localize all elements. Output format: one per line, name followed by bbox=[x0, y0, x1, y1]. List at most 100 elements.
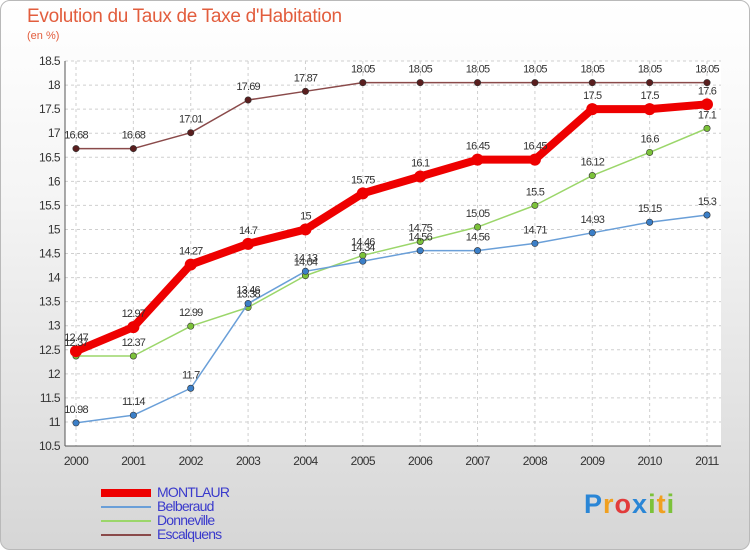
data-point-donneville bbox=[646, 148, 654, 156]
data-point-donneville bbox=[187, 322, 195, 330]
x-tick-label: 2006 bbox=[408, 454, 433, 468]
legend-swatch-escalquens bbox=[101, 534, 151, 536]
logo-letter-o: o bbox=[614, 489, 633, 519]
data-label-belberaud: 15.3 bbox=[698, 196, 717, 208]
logo-letter-i: i bbox=[648, 489, 657, 519]
data-point-montlaur bbox=[586, 103, 599, 116]
data-point-belberaud bbox=[416, 247, 424, 255]
data-point-montlaur bbox=[528, 153, 541, 166]
data-label-donneville: 16.6 bbox=[641, 133, 660, 145]
legend-swatch-montlaur bbox=[101, 489, 151, 497]
data-point-montlaur bbox=[184, 258, 197, 271]
data-point-escalquens bbox=[703, 79, 711, 87]
data-point-montlaur bbox=[643, 103, 656, 116]
data-label-montlaur: 12.97 bbox=[122, 308, 146, 320]
data-label-montlaur: 15.75 bbox=[351, 174, 375, 186]
data-label-belberaud: 14.34 bbox=[351, 242, 375, 254]
data-point-belberaud bbox=[588, 229, 596, 237]
data-point-belberaud bbox=[703, 211, 711, 219]
data-label-montlaur: 17.6 bbox=[698, 85, 717, 97]
legend-label-belberaud: Belberaud bbox=[157, 498, 214, 514]
logo-letter-p: P bbox=[584, 489, 604, 519]
legend-label-escalquens: Escalquens bbox=[157, 526, 222, 542]
data-label-escalquens: 18.05 bbox=[351, 64, 375, 76]
y-tick-label: 12.5 bbox=[39, 343, 61, 357]
data-label-montlaur: 12.47 bbox=[64, 332, 88, 344]
data-point-montlaur bbox=[356, 187, 369, 200]
legend-swatch-belberaud bbox=[101, 506, 151, 508]
series-line-donneville bbox=[75, 127, 708, 357]
data-point-belberaud bbox=[301, 267, 309, 275]
data-point-donneville bbox=[416, 237, 424, 245]
y-tick-label: 16 bbox=[48, 174, 61, 188]
series-line-belberaud bbox=[75, 214, 708, 424]
data-point-donneville bbox=[531, 201, 539, 209]
data-label-donneville: 14.46 bbox=[351, 236, 375, 248]
data-point-belberaud bbox=[72, 419, 80, 427]
y-tick-label: 11.5 bbox=[40, 391, 61, 405]
data-label-montlaur: 17.5 bbox=[583, 90, 602, 102]
x-tick-label: 2009 bbox=[580, 454, 605, 468]
y-tick-label: 10.5 bbox=[39, 439, 61, 453]
x-tick-label: 2004 bbox=[293, 454, 318, 468]
data-point-escalquens bbox=[531, 79, 539, 87]
data-label-escalquens: 18.05 bbox=[581, 64, 605, 76]
y-tick-label: 15 bbox=[48, 222, 61, 236]
data-label-donneville: 12.99 bbox=[179, 307, 203, 319]
data-label-montlaur: 15 bbox=[300, 210, 311, 222]
data-label-belberaud: 14.93 bbox=[581, 214, 605, 226]
data-label-donneville: 12.37 bbox=[122, 337, 146, 349]
x-tick-label: 2011 bbox=[695, 454, 719, 468]
data-point-montlaur bbox=[127, 321, 140, 334]
data-point-montlaur bbox=[242, 237, 255, 250]
data-label-escalquens: 18.05 bbox=[408, 64, 432, 76]
data-label-belberaud: 10.98 bbox=[64, 404, 88, 416]
data-label-escalquens: 18.05 bbox=[466, 64, 490, 76]
data-point-belberaud bbox=[187, 384, 195, 392]
data-label-escalquens: 17.69 bbox=[236, 81, 260, 93]
data-label-montlaur: 16.1 bbox=[411, 158, 430, 170]
data-label-belberaud: 14.13 bbox=[294, 252, 318, 264]
data-label-donneville: 12.37 bbox=[64, 337, 88, 349]
data-point-escalquens bbox=[244, 96, 252, 104]
legend-item-belberaud: Belberaud bbox=[101, 498, 301, 514]
series-line-escalquens bbox=[75, 81, 708, 150]
data-point-donneville bbox=[474, 223, 482, 231]
y-tick-label: 12 bbox=[48, 367, 61, 381]
data-label-escalquens: 18.05 bbox=[523, 64, 547, 76]
series-line-montlaur bbox=[72, 100, 711, 356]
data-point-montlaur bbox=[299, 223, 312, 236]
legend-label-montlaur: MONTLAUR bbox=[157, 484, 230, 500]
y-tick-label: 18 bbox=[48, 78, 61, 92]
legend-label-donneville: Donneville bbox=[157, 512, 215, 528]
data-point-belberaud bbox=[531, 239, 539, 247]
data-point-belberaud bbox=[646, 218, 654, 226]
data-label-escalquens: 17.87 bbox=[294, 72, 318, 84]
data-point-donneville bbox=[703, 124, 711, 132]
data-point-escalquens bbox=[72, 145, 80, 153]
data-label-belberaud: 11.14 bbox=[122, 396, 145, 408]
data-point-donneville bbox=[129, 352, 137, 360]
data-label-belberaud: 14.56 bbox=[466, 232, 490, 244]
data-point-escalquens bbox=[359, 79, 367, 87]
legend-swatch-donneville bbox=[101, 520, 151, 522]
data-label-belberaud: 14.56 bbox=[408, 232, 432, 244]
data-label-donneville: 15.5 bbox=[526, 186, 545, 198]
logo-letter-r: r bbox=[603, 489, 615, 519]
data-point-montlaur bbox=[414, 170, 427, 183]
data-label-escalquens: 17.01 bbox=[179, 114, 203, 126]
y-tick-label: 16.5 bbox=[39, 150, 61, 164]
x-tick-label: 2007 bbox=[465, 454, 490, 468]
data-point-belberaud bbox=[244, 300, 252, 308]
x-tick-label: 2000 bbox=[64, 454, 89, 468]
legend-item-escalquens: Escalquens bbox=[101, 526, 301, 542]
data-point-belberaud bbox=[359, 257, 367, 265]
x-tick-label: 2001 bbox=[121, 454, 146, 468]
data-label-donneville: 16.12 bbox=[581, 157, 605, 169]
data-label-belberaud: 15.15 bbox=[638, 203, 662, 215]
data-label-donneville: 14.75 bbox=[408, 222, 432, 234]
data-point-belberaud bbox=[474, 247, 482, 255]
data-point-montlaur bbox=[701, 98, 713, 111]
legend-item-donneville: Donneville bbox=[101, 512, 301, 528]
